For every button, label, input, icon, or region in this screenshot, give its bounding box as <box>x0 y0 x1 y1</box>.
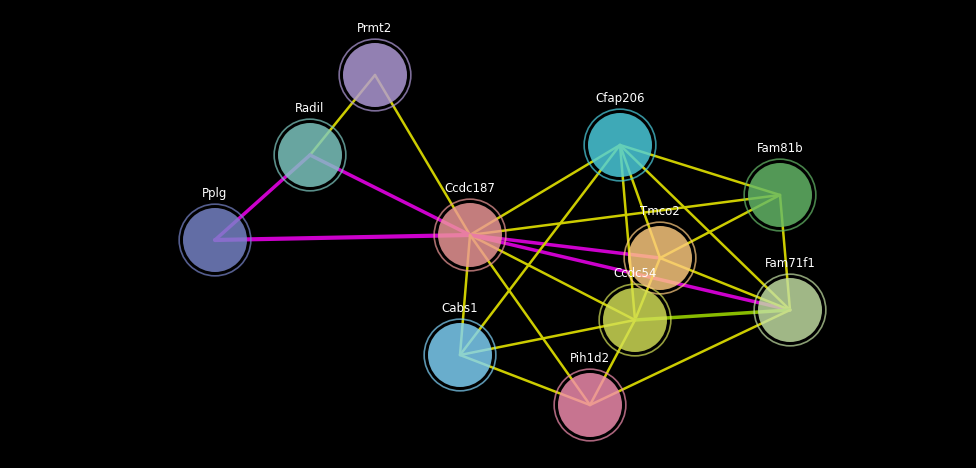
Text: Prmt2: Prmt2 <box>357 22 392 35</box>
Text: Radil: Radil <box>296 102 325 115</box>
Circle shape <box>588 113 652 177</box>
Circle shape <box>758 278 822 342</box>
Circle shape <box>183 208 247 272</box>
Circle shape <box>278 123 342 187</box>
Text: Ccdc54: Ccdc54 <box>613 267 657 280</box>
Circle shape <box>428 323 492 387</box>
Circle shape <box>603 288 667 352</box>
Circle shape <box>748 163 812 227</box>
Circle shape <box>343 43 407 107</box>
Text: Pih1d2: Pih1d2 <box>570 352 610 365</box>
Text: Fam81b: Fam81b <box>756 142 803 155</box>
Text: Tmco2: Tmco2 <box>640 205 680 218</box>
Text: Pplg: Pplg <box>202 187 227 200</box>
Text: Cabs1: Cabs1 <box>442 302 478 315</box>
Circle shape <box>628 226 692 290</box>
Text: Fam71f1: Fam71f1 <box>764 257 815 270</box>
Text: Cfap206: Cfap206 <box>595 92 645 105</box>
Text: Ccdc187: Ccdc187 <box>444 182 496 195</box>
Circle shape <box>438 203 502 267</box>
Circle shape <box>558 373 622 437</box>
